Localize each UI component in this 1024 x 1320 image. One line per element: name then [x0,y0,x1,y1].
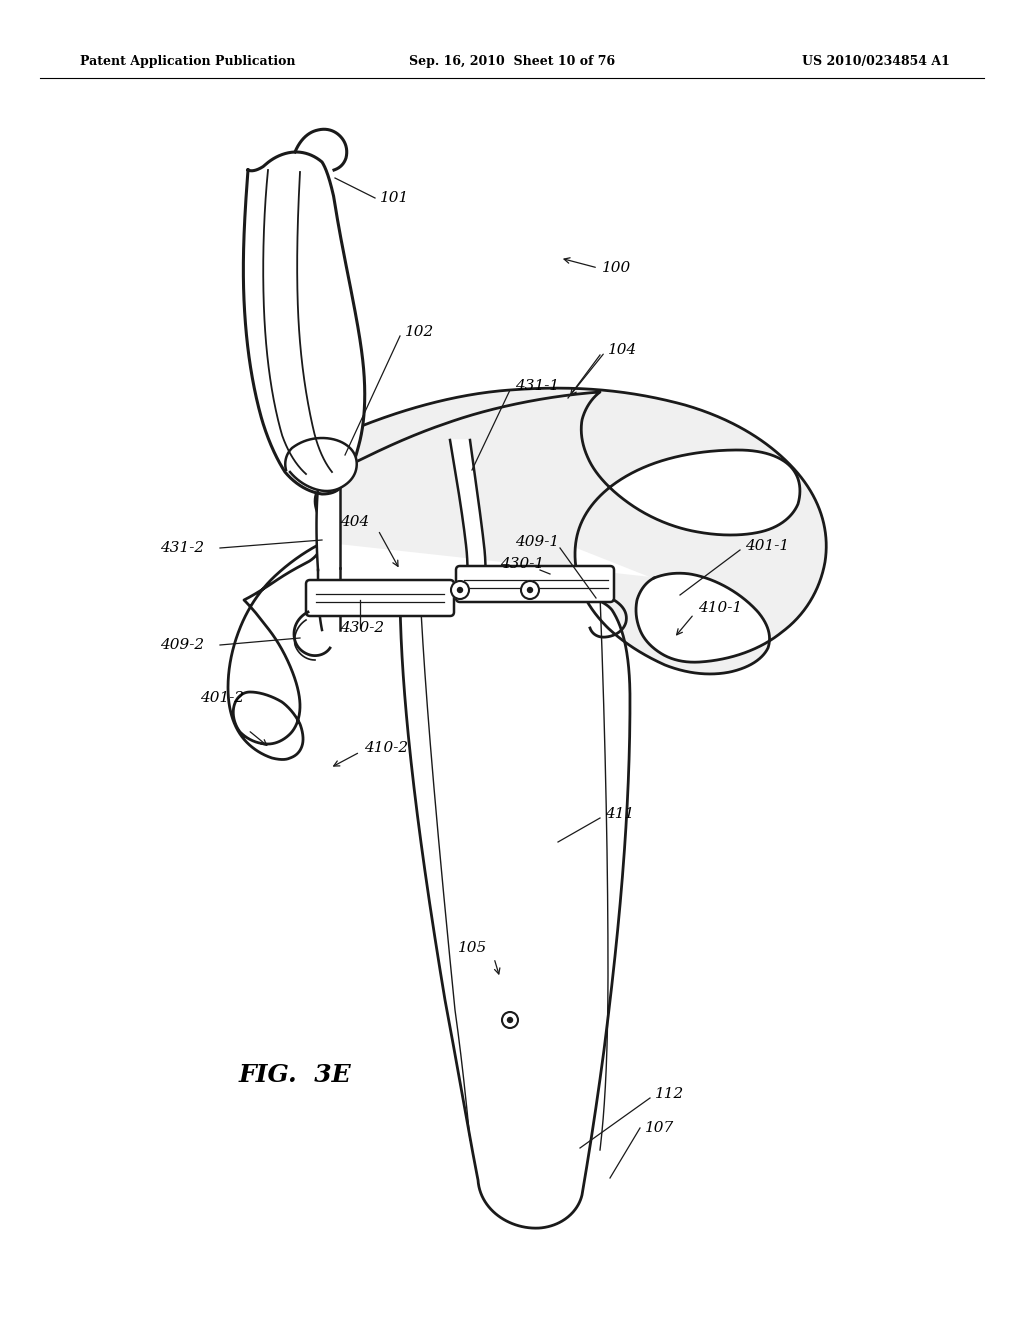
Text: 105: 105 [458,941,487,954]
Text: 401-1: 401-1 [745,539,790,553]
Circle shape [458,587,463,593]
Polygon shape [244,152,365,494]
FancyBboxPatch shape [456,566,614,602]
Polygon shape [315,388,826,675]
Text: 410-2: 410-2 [364,741,409,755]
Text: 410-1: 410-1 [698,601,742,615]
Text: Sep. 16, 2010  Sheet 10 of 76: Sep. 16, 2010 Sheet 10 of 76 [409,55,615,69]
Text: 431-2: 431-2 [160,541,204,554]
Polygon shape [286,438,356,491]
Circle shape [508,1018,512,1023]
Text: FIG.  3E: FIG. 3E [239,1063,351,1086]
Text: 401-2: 401-2 [200,690,244,705]
Polygon shape [316,488,340,630]
Text: 112: 112 [655,1086,684,1101]
Circle shape [451,581,469,599]
Polygon shape [228,545,318,759]
Text: 102: 102 [406,325,434,339]
Text: 104: 104 [608,343,637,356]
Text: US 2010/0234854 A1: US 2010/0234854 A1 [802,55,950,69]
FancyBboxPatch shape [306,579,454,616]
Circle shape [502,1012,518,1028]
Text: 404: 404 [340,515,370,529]
Text: 411: 411 [605,807,634,821]
Polygon shape [450,440,485,594]
Text: 430-1: 430-1 [500,557,544,572]
Text: 431-1: 431-1 [515,379,559,393]
Polygon shape [400,585,630,1228]
Text: 101: 101 [380,191,410,205]
Text: 409-1: 409-1 [515,535,559,549]
Circle shape [521,581,539,599]
Text: 100: 100 [602,261,631,275]
Text: 107: 107 [645,1121,674,1135]
Circle shape [527,587,532,593]
Text: Patent Application Publication: Patent Application Publication [80,55,296,69]
Text: 409-2: 409-2 [160,638,204,652]
Text: 430-2: 430-2 [340,620,384,635]
